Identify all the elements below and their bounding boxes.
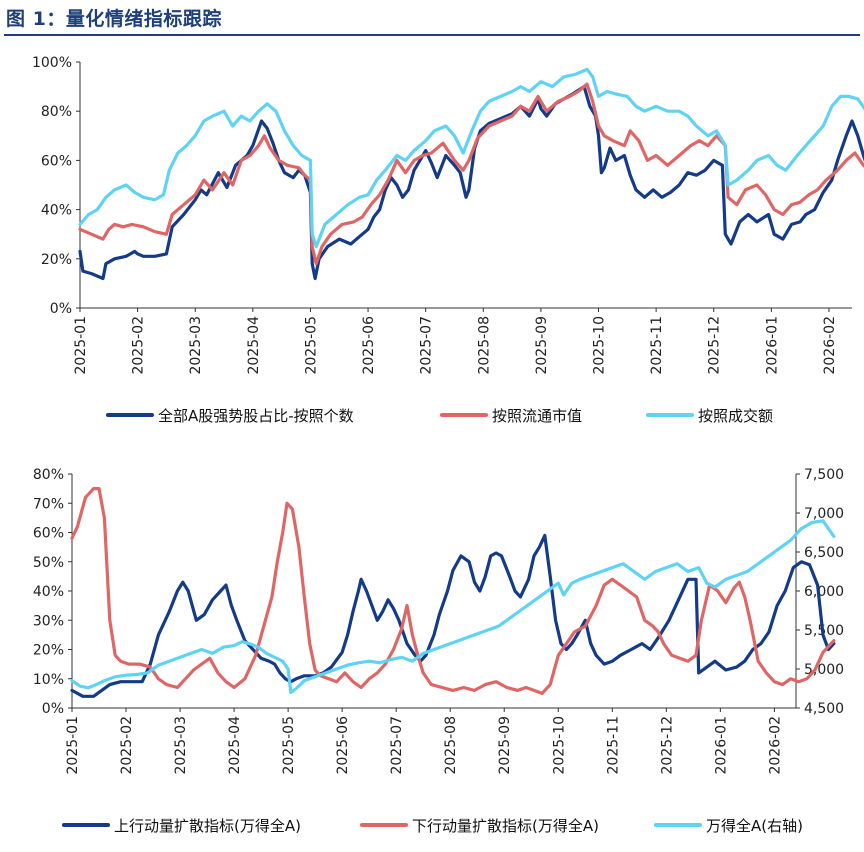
series-line-2	[78, 82, 864, 266]
y2-tick-label: 4,500	[804, 701, 844, 717]
x-tick-label: 2025-02	[119, 716, 135, 775]
y-tick-label: 80%	[33, 467, 64, 483]
y-tick-label: 70%	[33, 496, 64, 512]
x-tick-label: 2026-01	[713, 716, 729, 775]
y2-tick-label: 6,500	[804, 545, 844, 561]
x-tick-label: 2026-01	[764, 316, 780, 375]
y-tick-label: 30%	[33, 613, 64, 629]
x-tick-label: 2025-06	[335, 716, 351, 775]
x-tick-label: 2025-01	[65, 716, 81, 775]
x-tick-label: 2025-05	[281, 716, 297, 775]
chart-momentum-diffusion: 0%10%20%30%40%50%60%70%80%4,5005,0005,50…	[33, 467, 844, 835]
series-line-3	[78, 67, 864, 249]
y-tick-label: 60%	[41, 153, 72, 169]
series-line-1	[70, 533, 836, 698]
series-line-2	[70, 487, 836, 695]
x-tick-label: 2025-06	[361, 316, 377, 375]
x-tick-label: 2025-11	[605, 716, 621, 775]
x-tick-label: 2025-08	[476, 316, 492, 375]
legend-label-2: 按照流通市值	[492, 407, 582, 425]
x-tick-label: 2025-12	[707, 316, 723, 375]
y-tick-label: 100%	[32, 55, 72, 71]
x-tick-label: 2025-03	[188, 316, 204, 375]
x-tick-label: 2025-07	[389, 716, 405, 775]
x-tick-label: 2025-08	[443, 716, 459, 775]
y-tick-label: 40%	[33, 584, 64, 600]
x-tick-label: 2025-09	[534, 316, 550, 375]
x-tick-label: 2025-10	[592, 316, 608, 375]
y-tick-label: 50%	[33, 555, 64, 571]
x-tick-label: 2025-03	[173, 716, 189, 775]
y-tick-label: 40%	[41, 203, 72, 219]
x-tick-label: 2025-04	[246, 316, 262, 375]
x-tick-label: 2025-07	[419, 316, 435, 375]
y-tick-label: 0%	[50, 301, 72, 317]
y-tick-label: 20%	[33, 643, 64, 659]
y2-tick-label: 7,500	[804, 467, 844, 483]
y-tick-label: 60%	[33, 526, 64, 542]
x-tick-label: 2026-02	[767, 716, 783, 775]
chart-strong-stock-ratio: 0% 20% 40% 60% 80% 100% 2025-01 2025-02 2025-03 2…	[32, 55, 864, 425]
series-line-1	[78, 85, 864, 281]
y2-tick-label: 5,000	[804, 662, 844, 678]
x-tick-label: 2025-09	[497, 716, 513, 775]
y-tick-label: 0%	[42, 701, 64, 717]
x-tick-label: 2025-11	[649, 316, 665, 375]
legend-label-2: 下行动量扩散指标(万得全A)	[412, 817, 599, 835]
y-tick-label: 10%	[33, 672, 64, 688]
series-line-3	[70, 519, 836, 694]
legend-label-1: 全部A股强势股占比-按照个数	[158, 407, 354, 425]
x-tick-label: 2025-12	[659, 716, 675, 775]
x-tick-label: 2025-04	[227, 716, 243, 775]
y-tick-label: 80%	[41, 104, 72, 120]
x-tick-label: 2025-02	[131, 316, 147, 375]
legend-label-3: 按照成交额	[698, 407, 773, 425]
x-tick-label: 2026-02	[822, 316, 838, 375]
x-tick-label: 2025-05	[303, 316, 319, 375]
y2-tick-label: 7,000	[804, 506, 844, 522]
legend-label-3: 万得全A(右轴)	[706, 817, 803, 835]
title-divider	[4, 34, 860, 36]
y2-tick-label: 6,000	[804, 584, 844, 600]
x-tick-label: 2025-01	[73, 316, 89, 375]
x-tick-label: 2025-10	[551, 716, 567, 775]
figure-title: 图 1：量化情绪指标跟踪	[6, 8, 222, 30]
legend-label-1: 上行动量扩散指标(万得全A)	[114, 817, 301, 835]
y-tick-label: 20%	[41, 252, 72, 268]
